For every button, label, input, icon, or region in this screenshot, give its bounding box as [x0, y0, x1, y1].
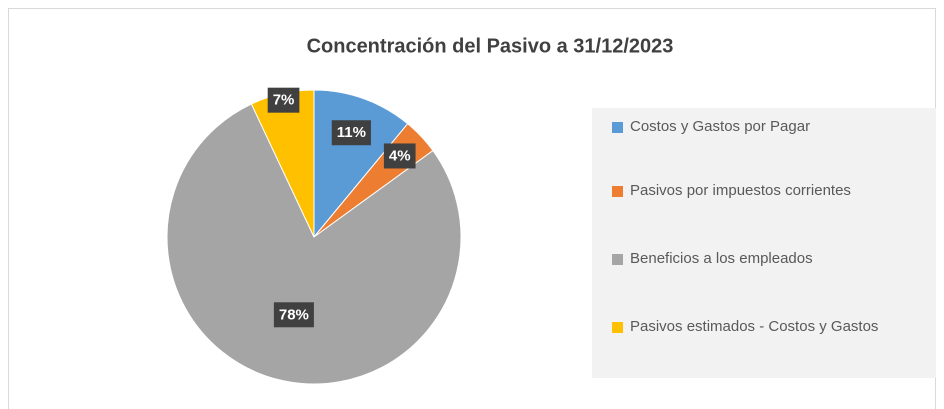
- legend-label: Beneficios a los empleados: [630, 250, 813, 267]
- data-label: 11%: [337, 124, 366, 141]
- data-label-box: [273, 302, 314, 328]
- legend-label: Costos y Gastos por Pagar: [630, 118, 811, 135]
- data-label: 7%: [273, 92, 295, 109]
- legend-label: Pasivos estimados - Costos y Gastos: [630, 318, 879, 335]
- legend-swatch: [612, 254, 623, 265]
- legend: Costos y Gastos por Pagar Pasivos por imp…: [592, 108, 936, 378]
- chart-title: Concentración del Pasivo a 31/12/2023: [307, 35, 674, 57]
- data-label: 4%: [389, 147, 411, 164]
- legend-item: Beneficios a los empleados: [612, 248, 940, 270]
- data-label: 78%: [279, 306, 309, 323]
- legend-item: Costos y Gastos por Pagar: [612, 116, 940, 138]
- legend-swatch: [612, 322, 623, 333]
- data-label-box: [331, 120, 371, 146]
- legend-item: Pasivos estimados - Costos y Gastos: [612, 316, 940, 338]
- data-label-box: [267, 87, 300, 113]
- legend-swatch: [612, 122, 623, 133]
- legend-label: Pasivos por impuestos corrientes: [630, 182, 851, 199]
- pie-slice: [166, 103, 462, 385]
- legend-item: Pasivos por impuestos corrientes: [612, 180, 940, 202]
- legend-swatch: [612, 186, 623, 197]
- data-label-box: [383, 143, 416, 169]
